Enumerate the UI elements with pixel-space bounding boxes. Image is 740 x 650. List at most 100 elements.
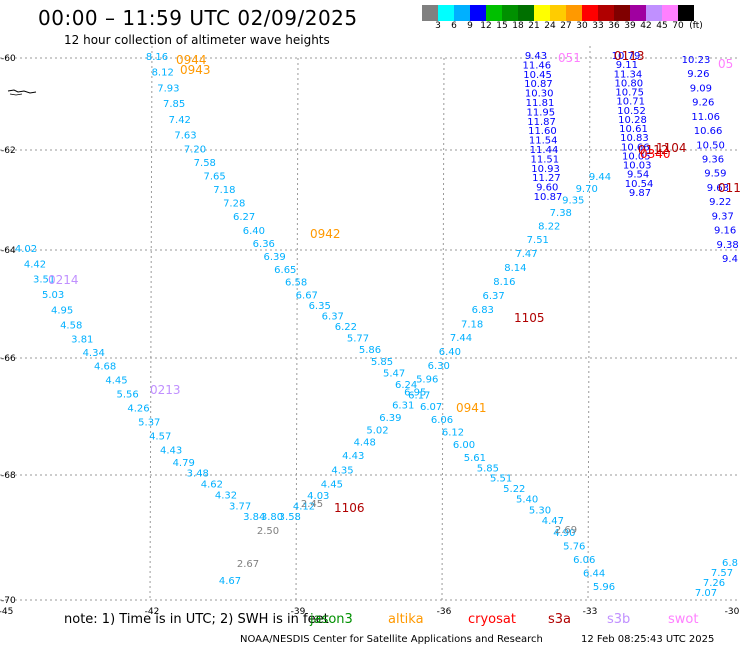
color-scale-tick: 36 [608,21,620,31]
color-scale-tick: 42 [640,21,652,31]
latitude-label: -66 [1,354,16,364]
pass-time-label: 011 [718,181,740,195]
wave-height-value: 7.18 [461,319,483,330]
pass-time-label: 0340 [640,147,671,161]
wave-height-value: 5.30 [529,505,551,516]
pass-time-label: 0112 [638,143,669,157]
wave-height-value: 9.26 [692,98,714,109]
wave-height-value: 8.16 [146,52,168,63]
wave-height-value: 9.11 [616,60,638,71]
wave-height-value: 6.95 [404,388,426,399]
color-swatch [598,5,614,21]
wave-height-value: 10.66 [694,126,723,137]
wave-height-value: 5.96 [593,582,615,593]
wave-height-value: 9.22 [709,197,731,208]
wave-height-value: 9.36 [702,155,724,166]
color-scale-tick: 70 [672,21,684,31]
wave-height-value: 10.87 [524,79,553,90]
color-swatch [614,5,630,21]
wave-height-value: 8.22 [538,222,560,233]
color-scale-bar [422,5,694,21]
color-swatch [630,5,646,21]
wave-height-value: 4.67 [219,576,241,587]
page-title: 00:00 – 11:59 UTC 02/09/2025 [38,6,358,30]
wave-height-value: 4.68 [94,362,116,373]
wave-height-value: 6.06 [431,415,453,426]
wave-height-value: 7.65 [203,172,225,183]
wave-height-value: 6.39 [263,252,285,263]
wave-height-value: 9.43 [525,51,547,62]
longitude-gridline [587,45,591,601]
color-swatch [566,5,582,21]
wave-height-value: 7.51 [527,235,549,246]
color-swatch [502,5,518,21]
longitude-gridline [295,57,299,601]
wave-height-value: 5.77 [347,334,369,345]
wave-height-value: 11.34 [614,69,643,80]
color-swatch [518,5,534,21]
wave-height-value: 4.32 [215,490,237,501]
wave-height-value: 4.79 [173,458,195,469]
color-swatch [550,5,566,21]
color-scale-tick: 30 [576,21,588,31]
wave-height-value: 11.06 [691,112,720,123]
pass-time-label: 0944 [176,53,207,67]
longitude-label: -42 [145,607,160,617]
wave-height-value: 11.46 [522,60,551,71]
wave-height-value: 7.44 [450,333,472,344]
wave-height-value: 6.00 [453,440,475,451]
wave-height-value: 10.71 [616,97,645,108]
wave-height-value: 6.44 [583,569,605,580]
satellite-altika: altika [388,612,424,627]
note-text: note: 1) Time is in UTC; 2) SWH is in fe… [64,612,329,627]
wave-height-value: 6.40 [439,347,461,358]
color-scale-tick: 39 [624,21,636,31]
wave-height-value: 7.28 [223,199,245,210]
wave-height-value: 3.77 [229,501,251,512]
wave-height-value: 7.26 [703,578,725,589]
longitude-label: -45 [0,607,13,617]
wave-height-values: 8.16 8.12 7.93 7.85 7.42 7.63 7.20 7.58 7.65 7.18… [15,51,739,599]
wave-height-value: 3.84 [243,512,265,523]
wave-height-value: 9.59 [704,169,726,180]
wave-height-value: 10.79 [612,51,641,62]
wave-height-value: 7.42 [169,115,191,126]
wave-height-value: 7.93 [157,84,179,95]
wave-height-value: 6.31 [392,401,414,412]
wave-height-value: 5.37 [138,417,160,428]
wave-height-value: 11.51 [530,154,559,165]
wave-height-value: 9.63 [707,183,729,194]
latitude-label: -70 [1,596,16,606]
wave-height-value: 4.42 [24,259,46,270]
pass-time-labels: 0944094309420941021402131105110601130112… [48,49,740,515]
wave-height-value: 10.28 [618,115,647,126]
color-swatch [422,5,438,21]
wave-height-value: 2.69 [555,525,577,536]
wave-height-value: 6.07 [420,402,442,413]
wave-height-value: 8.12 [152,68,174,79]
wave-height-value: 9.26 [687,69,709,80]
wave-height-value: 7.58 [194,158,216,169]
pass-time-label: 0213 [150,383,181,397]
satellite-swot: swot [668,612,699,627]
wave-height-value: 5.61 [464,453,486,464]
color-scale-tick: 12 [480,21,492,31]
wave-height-value: 9.44 [589,172,611,183]
wave-height-value: 9.4 [722,254,738,265]
pass-time-label: 051 [558,51,581,65]
color-swatch [662,5,678,21]
wave-height-value: 4.47 [542,516,564,527]
color-swatch [438,5,454,21]
wave-height-value: 11.54 [529,136,558,147]
wave-height-value: 10.75 [615,88,644,99]
wave-height-value: 5.85 [477,463,499,474]
wave-height-value: 10.66 [621,142,650,153]
color-scale-tick: 33 [592,21,604,31]
color-scale-unit: (ft) [689,21,703,31]
pass-time-label: 0943 [180,63,211,77]
wave-height-value: 5.02 [366,425,388,436]
wave-height-value: 10.87 [534,192,563,203]
wave-height-value: 10.45 [523,70,552,81]
footer-timestamp: 12 Feb 08:25:43 UTC 2025 [581,634,715,645]
